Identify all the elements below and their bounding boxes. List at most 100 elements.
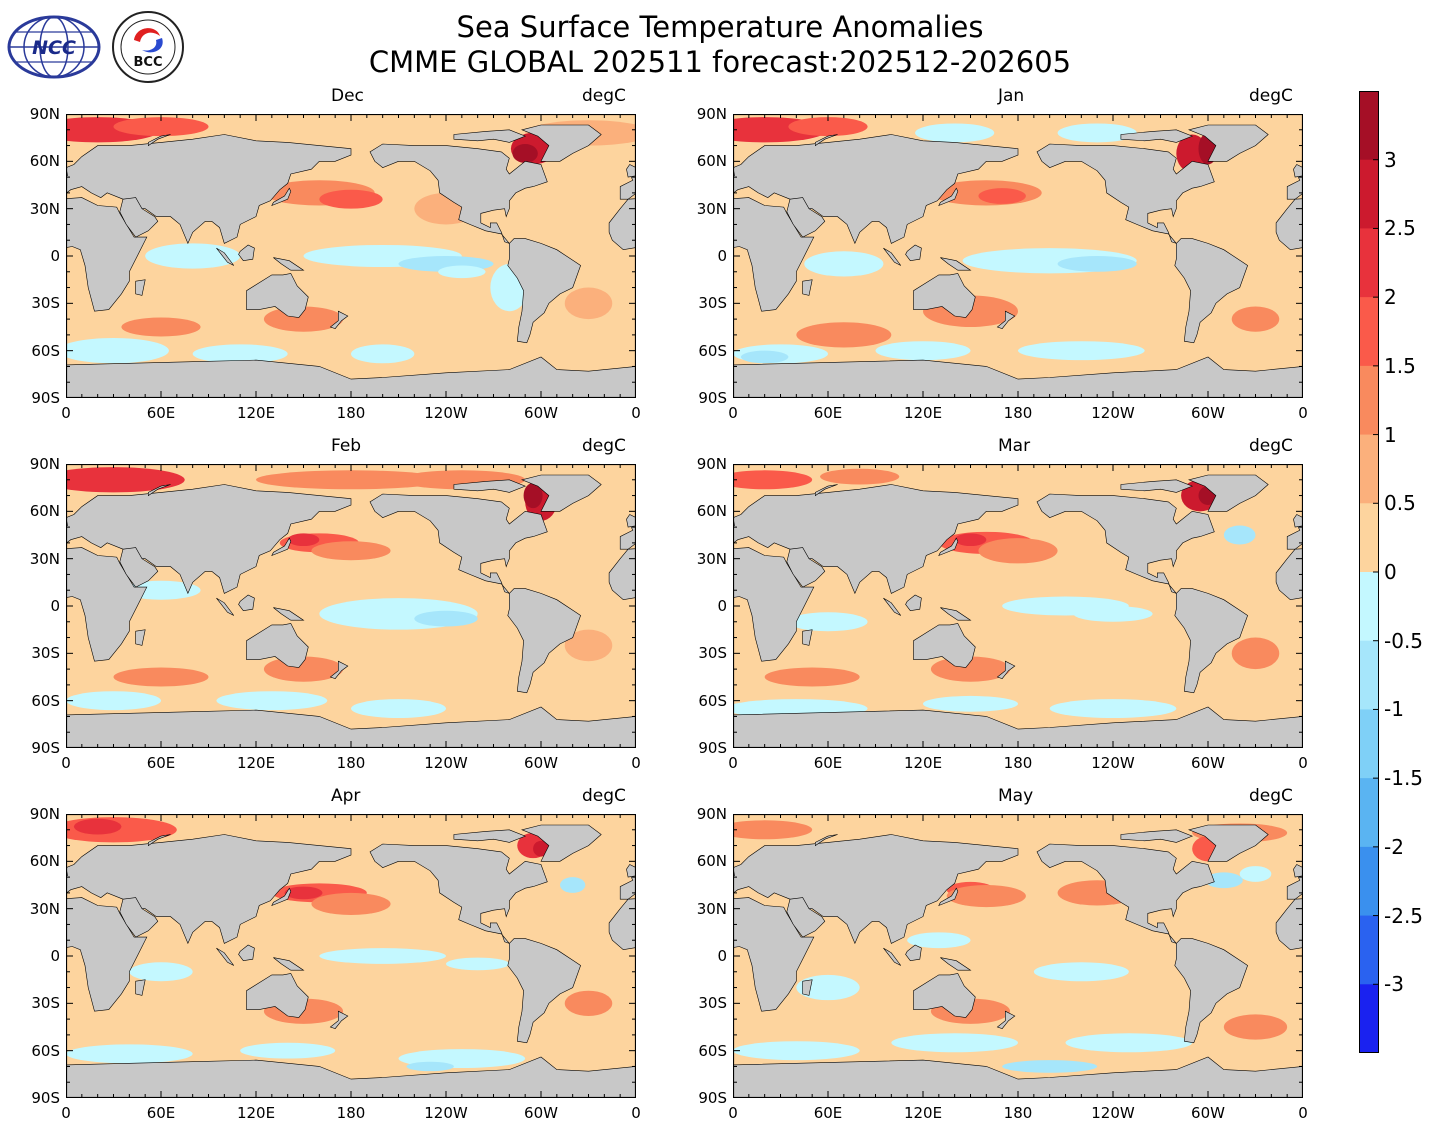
x-tick-label: 120W <box>424 404 468 422</box>
anomaly-patch <box>978 188 1026 204</box>
land-mass <box>786 547 826 588</box>
land-mass <box>913 973 976 1018</box>
land-mass <box>1293 514 1303 528</box>
y-tick-label: 30N <box>29 199 60 218</box>
land-mass <box>66 706 636 748</box>
colorbar-band <box>1359 365 1379 436</box>
y-tick-label: 60N <box>29 852 60 871</box>
land-mass <box>135 629 146 646</box>
land-mass <box>940 607 972 621</box>
colorbar-band <box>1359 228 1379 298</box>
land-mass <box>938 887 959 907</box>
land-mass <box>66 897 148 1012</box>
anomaly-patch <box>1231 306 1280 332</box>
x-tick-label: 0 <box>1298 754 1308 772</box>
anomaly-patch <box>915 123 995 143</box>
anomaly-patch <box>319 189 383 209</box>
land-mass <box>148 484 171 497</box>
land-mass <box>66 547 148 662</box>
x-tick-label: 0 <box>631 1104 641 1122</box>
x-tick-label: 60E <box>146 1104 176 1122</box>
x-tick-label: 0 <box>1298 1104 1308 1122</box>
panel-unit: degC <box>1249 786 1293 806</box>
y-tick-label: 60S <box>31 1041 60 1060</box>
x-tick-label: 0 <box>728 1104 738 1122</box>
land-mass <box>733 356 1303 398</box>
y-tick-label: 30S <box>31 644 60 663</box>
land-mass <box>733 897 815 1012</box>
land-mass <box>1120 479 1194 493</box>
colorbar-tick-label: 2.5 <box>1384 216 1416 241</box>
land-mass <box>1188 474 1269 512</box>
land-mass <box>815 484 838 497</box>
anomaly-patch <box>311 892 391 915</box>
land-mass <box>996 310 1016 329</box>
land-mass <box>507 238 581 344</box>
x-tick-label: 120E <box>903 404 943 422</box>
anomaly-patch <box>438 265 486 279</box>
anomaly-patch <box>1057 256 1137 272</box>
land-mass <box>1293 164 1303 178</box>
colorbar-tick-label: -1 <box>1384 697 1404 722</box>
anomaly-patch <box>1073 606 1153 622</box>
bcc-logo-text: BCC <box>134 55 163 70</box>
land-mass <box>996 660 1016 679</box>
y-tick-label: 30S <box>31 294 60 313</box>
land-mass <box>802 279 813 296</box>
land-mass <box>940 957 972 971</box>
x-tick-label: 60W <box>1191 404 1225 422</box>
y-tick-label: 90N <box>29 455 60 473</box>
x-tick-label: 60E <box>146 404 176 422</box>
x-tick-label: 0 <box>61 754 71 772</box>
land-mass <box>1275 198 1303 251</box>
anomaly-patch <box>733 1041 860 1061</box>
colorbar-band <box>1359 778 1379 848</box>
colorbar-tick-label: 1.5 <box>1384 353 1416 378</box>
colorbar-band <box>1359 159 1379 229</box>
anomaly-patch <box>512 143 538 163</box>
land-mass <box>238 594 255 612</box>
panel-unit: degC <box>1249 436 1293 456</box>
anomaly-patch <box>66 467 185 493</box>
land-mass <box>453 479 527 493</box>
map-may <box>733 814 1303 1098</box>
panel-unit: degC <box>1249 86 1293 106</box>
anomaly-patch <box>446 957 510 971</box>
land-mass <box>815 134 838 147</box>
land-mass <box>883 597 902 616</box>
anomaly-patch <box>351 699 446 719</box>
y-tick-label: 60S <box>698 341 727 360</box>
land-mass <box>802 629 813 646</box>
land-mass <box>1275 548 1303 601</box>
x-tick-label: 0 <box>728 404 738 422</box>
y-tick-label: 30N <box>29 549 60 568</box>
y-tick-label: 30N <box>696 899 727 918</box>
land-mass <box>815 834 838 847</box>
land-mass <box>940 257 972 271</box>
x-tick-label: 180 <box>1003 1104 1033 1122</box>
land-mass <box>1188 824 1269 862</box>
land-mass <box>271 187 292 207</box>
colorbar-band <box>1359 297 1379 367</box>
land-mass <box>883 947 902 966</box>
land-mass <box>1188 124 1269 162</box>
colorbar-tick-label: -0.5 <box>1384 628 1424 653</box>
x-tick-label: 60W <box>524 754 558 772</box>
anomaly-patch <box>764 667 860 687</box>
land-mass <box>216 597 235 616</box>
colorbar-tick-label: 2 <box>1384 285 1397 310</box>
anomaly-patch <box>1204 872 1243 889</box>
y-tick-label: 30S <box>698 994 727 1013</box>
anomaly-patch <box>875 341 971 361</box>
anomaly-patch <box>66 691 161 711</box>
land-mass <box>1036 493 1215 595</box>
land-mass <box>786 897 826 938</box>
land-mass <box>119 897 159 938</box>
colorbar-band <box>1359 984 1379 1054</box>
anomaly-patch <box>66 338 169 364</box>
x-tick-label: 120W <box>424 754 468 772</box>
land-mass <box>119 547 159 588</box>
x-tick-label: 60W <box>524 1104 558 1122</box>
ncc-logo: NCC <box>6 14 102 80</box>
land-mass <box>216 947 235 966</box>
